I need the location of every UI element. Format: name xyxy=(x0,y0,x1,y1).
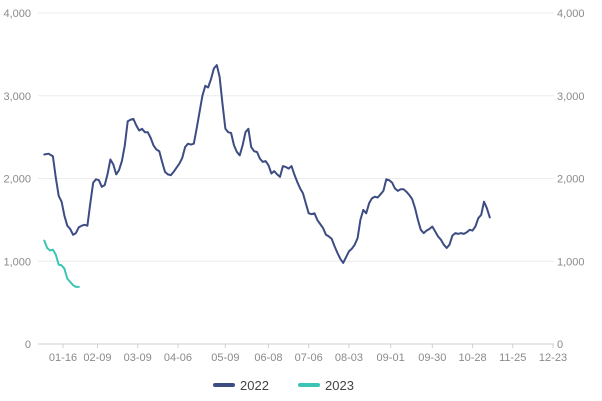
y-tick-label-right: 1,000 xyxy=(557,256,585,268)
series-line-2022 xyxy=(43,64,491,264)
y-tick-label-right: 0 xyxy=(557,339,563,351)
x-tick-label: 11-25 xyxy=(499,352,526,364)
x-tick-label: 05-09 xyxy=(211,352,239,364)
y-tick-label-right: 3,000 xyxy=(557,91,585,103)
y-tick-label-left: 4,000 xyxy=(3,8,31,20)
y-tick-label-left: 0 xyxy=(25,339,31,351)
y-tick-label-left: 2,000 xyxy=(3,174,31,186)
x-tick-label: 03-09 xyxy=(124,352,152,364)
x-axis: 01-16 02-09 03-09 04-06 05-09 06-08 07-06 08-03… xyxy=(49,344,567,364)
y-tick-label-left: 1,000 xyxy=(3,256,31,268)
x-tick-label: 02-09 xyxy=(83,352,111,364)
x-tick-label: 09-01 xyxy=(377,352,405,364)
x-tick-label: 01-16 xyxy=(49,352,77,364)
x-tick-label: 09-30 xyxy=(418,352,446,364)
x-tick-label: 12-23 xyxy=(539,352,567,364)
y-tick-label-left: 3,000 xyxy=(3,91,31,103)
legend-label-2022[interactable]: 2022 xyxy=(240,378,269,393)
y-axis-right: 0 1,000 2,000 3,000 4,000 xyxy=(557,8,585,351)
legend-label-2023[interactable]: 2023 xyxy=(325,378,354,393)
y-tick-label-right: 4,000 xyxy=(557,8,585,20)
y-axis-left: 0 1,000 2,000 3,000 4,000 xyxy=(3,8,31,351)
x-tick-label: 08-03 xyxy=(335,352,363,364)
x-tick-label: 04-06 xyxy=(164,352,192,364)
x-tick-label: 06-08 xyxy=(254,352,282,364)
x-tick-label: 10-28 xyxy=(458,352,486,364)
legend[interactable]: 2022 2023 xyxy=(213,378,354,393)
x-tick-label: 07-06 xyxy=(295,352,323,364)
y-tick-label-right: 2,000 xyxy=(557,174,585,186)
series-line-2023 xyxy=(43,239,80,288)
series-lines xyxy=(43,64,491,288)
